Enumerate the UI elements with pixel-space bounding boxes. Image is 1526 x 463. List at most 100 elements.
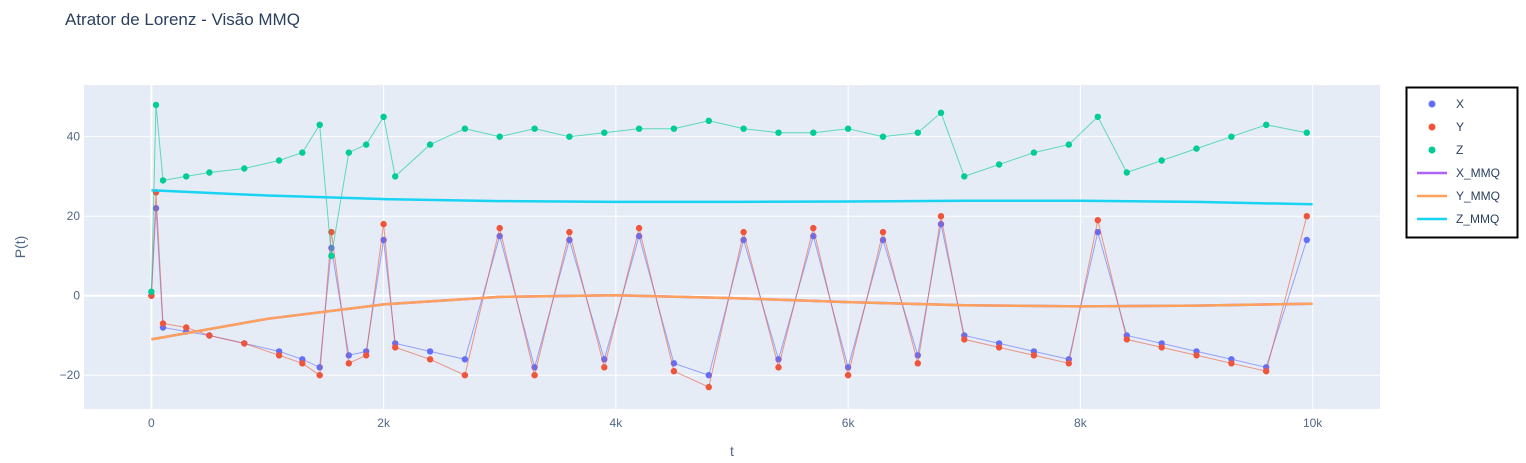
data-point <box>1123 336 1131 343</box>
x-tick-label: 10k <box>1303 416 1323 430</box>
data-point <box>148 288 155 295</box>
data-point <box>879 228 887 236</box>
data-point <box>392 344 399 351</box>
data-point <box>1193 352 1200 359</box>
legend-box <box>1405 86 1519 239</box>
x-tick-label: 8k <box>1074 416 1088 430</box>
legend-label: X <box>1456 97 1464 111</box>
series-y-mmq <box>151 294 1313 341</box>
data-point <box>275 352 283 359</box>
data-point <box>380 113 387 121</box>
data-point <box>705 372 712 379</box>
data-point <box>363 352 370 359</box>
data-point <box>670 368 678 375</box>
legend-item-x[interactable]: X <box>1428 97 1465 111</box>
data-point <box>183 173 190 180</box>
data-point <box>345 149 352 156</box>
data-point <box>159 177 167 184</box>
data-point <box>159 320 167 327</box>
data-point <box>566 228 573 236</box>
data-point <box>1065 141 1073 148</box>
data-point <box>275 157 283 164</box>
data-point <box>1303 213 1311 220</box>
data-point <box>1263 121 1270 128</box>
legend-item-z-mmq[interactable]: Z_MMQ <box>1417 212 1499 226</box>
data-point <box>345 360 352 367</box>
data-point <box>635 125 643 132</box>
data-point <box>1094 217 1102 224</box>
data-point <box>961 173 968 180</box>
data-point <box>1065 360 1073 367</box>
data-point <box>496 133 503 140</box>
legend-item-y[interactable]: Y <box>1428 120 1465 134</box>
data-point <box>1123 169 1131 176</box>
data-point <box>844 125 852 132</box>
series-line <box>151 294 1313 341</box>
y-tick-label: 0 <box>73 289 80 303</box>
legend-label: X_MMQ <box>1456 166 1500 180</box>
data-point <box>705 117 712 125</box>
data-point <box>914 129 921 136</box>
data-point <box>328 252 335 260</box>
data-point <box>1228 133 1235 140</box>
data-point <box>705 383 712 391</box>
x-tick-label: 6k <box>842 416 856 430</box>
data-point <box>316 121 323 128</box>
legend-item-x-mmq[interactable]: X_MMQ <box>1417 166 1500 180</box>
data-point <box>345 352 352 359</box>
data-point <box>316 364 323 371</box>
data-point <box>1158 344 1165 351</box>
data-point <box>1094 113 1102 121</box>
data-point <box>1158 157 1165 164</box>
data-point <box>995 344 1003 351</box>
data-point <box>299 149 306 156</box>
data-point <box>152 205 160 212</box>
data-point <box>937 109 945 117</box>
data-point <box>601 129 608 136</box>
data-point <box>206 332 213 339</box>
y-axis-title: P(t) <box>12 236 28 259</box>
data-point <box>152 101 160 109</box>
legend[interactable]: XYZ X_MMQ Y_MMQ Z_MMQ <box>1405 86 1519 239</box>
data-point <box>879 133 887 140</box>
data-point <box>1228 360 1235 367</box>
legend-swatch <box>1428 123 1436 131</box>
data-point <box>1193 145 1200 152</box>
data-point <box>531 372 538 379</box>
data-point <box>740 125 747 132</box>
data-point <box>810 129 817 136</box>
data-point <box>461 372 469 379</box>
y-tick-label: 20 <box>67 209 81 223</box>
y-tick-label: 40 <box>67 130 81 144</box>
x-tick-label: 4k <box>610 416 624 430</box>
chart-title: Atrator de Lorenz - Visão MMQ <box>65 10 300 29</box>
x-tick-label: 0 <box>148 416 155 430</box>
data-point <box>961 336 968 343</box>
data-point <box>206 169 213 176</box>
series-line <box>151 189 1313 206</box>
data-point <box>363 141 370 148</box>
data-point <box>299 360 306 367</box>
data-point <box>914 360 921 367</box>
data-point <box>1030 352 1038 359</box>
series-y <box>148 189 1311 391</box>
data-point <box>810 224 817 232</box>
data-point <box>844 372 852 379</box>
data-point <box>1303 129 1311 136</box>
x-tick-label: 2k <box>377 416 391 430</box>
legend-swatch <box>1428 100 1436 108</box>
legend-item-z[interactable]: Z <box>1428 143 1464 157</box>
data-point <box>1030 149 1038 156</box>
y-tick-label: −20 <box>60 368 81 382</box>
legend-label: Y_MMQ <box>1456 189 1500 203</box>
data-point <box>670 125 678 132</box>
data-point <box>380 220 387 228</box>
data-point <box>241 165 248 172</box>
x-axis-title: t <box>730 443 734 459</box>
series-layer <box>148 101 1313 391</box>
legend-item-y-mmq[interactable]: Y_MMQ <box>1417 189 1500 203</box>
data-point <box>775 364 782 371</box>
data-point <box>241 340 248 347</box>
data-point <box>740 228 747 236</box>
